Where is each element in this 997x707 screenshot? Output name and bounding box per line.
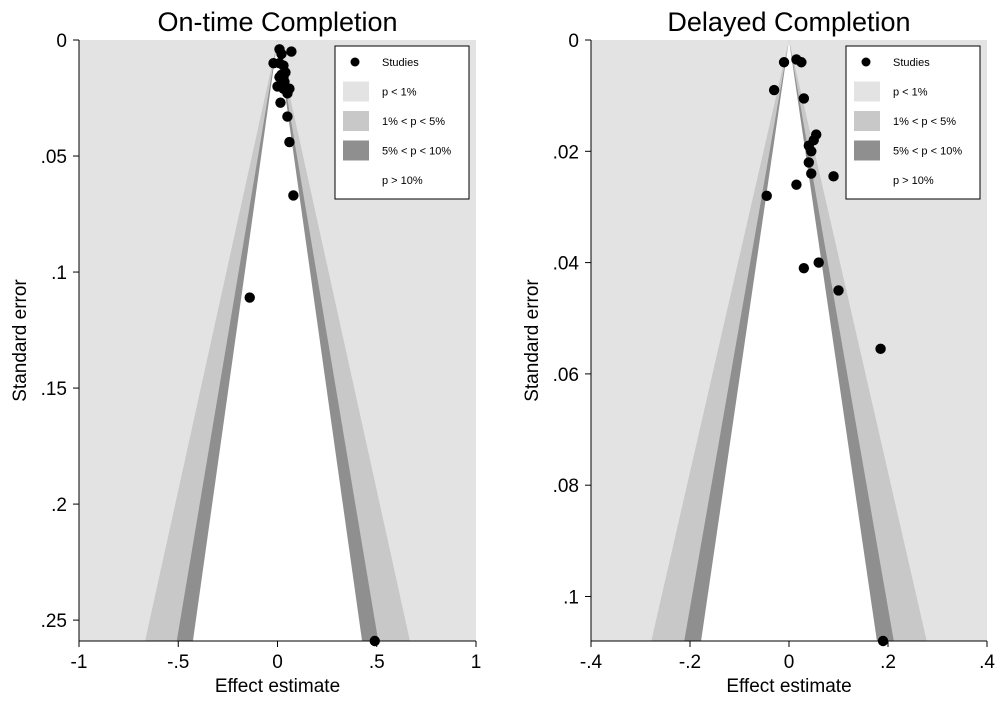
y-tick-label: .2 [51, 495, 67, 516]
region-p-above-10 [192, 40, 363, 641]
significance-regions [591, 40, 987, 641]
x-tick-label: -1 [71, 652, 88, 673]
y-tick-label: 0 [56, 31, 67, 52]
legend-swatch [854, 111, 880, 131]
y-tick-label: .1 [51, 263, 67, 284]
legend-swatch [343, 81, 369, 102]
study-point [806, 168, 817, 179]
legend-label: p > 10% [893, 175, 934, 187]
y-tick-label: .08 [553, 476, 579, 497]
legend-label: p > 10% [382, 175, 423, 187]
study-point [275, 97, 286, 108]
legend-label: p < 1% [382, 87, 417, 99]
study-point [813, 257, 824, 268]
x-tick-label: -.4 [580, 652, 603, 673]
legend: Studies p < 1% 1% < p < 5% 5% < p < 10% p > … [334, 45, 470, 200]
x-tick-label: .5 [369, 652, 385, 673]
study-point [768, 84, 780, 96]
x-tick-label: 1 [471, 652, 482, 673]
study-point [806, 146, 817, 157]
legend-dot-icon [861, 57, 871, 67]
study-point [276, 48, 287, 60]
legend-label: 1% < p < 5% [382, 116, 445, 128]
y-tick-label: .02 [553, 142, 579, 163]
study-point [828, 171, 839, 182]
study-point [798, 262, 810, 274]
study-point [877, 635, 889, 647]
study-point [796, 57, 807, 68]
legend-swatch [854, 81, 880, 102]
y-tick-label: .25 [41, 611, 67, 632]
legend-label: p < 1% [893, 87, 928, 99]
x-axis-label: Effect estimate [726, 676, 851, 697]
legend-label: 5% < p < 10% [893, 146, 962, 158]
study-point [833, 285, 844, 296]
legend-label: 5% < p < 10% [382, 146, 451, 158]
x-tick-label: 0 [272, 652, 283, 673]
y-axis-label: Standard error [522, 279, 543, 402]
x-tick-label: -.2 [679, 652, 701, 673]
y-tick-label: 0 [568, 31, 579, 52]
legend-label: Studies [893, 57, 930, 69]
study-point [778, 57, 790, 68]
chart-title: On-time Completion [157, 7, 397, 37]
legend-label: 1% < p < 5% [893, 116, 956, 128]
study-point [875, 343, 886, 355]
study-point [244, 292, 255, 303]
y-tick-label: .06 [553, 365, 579, 386]
x-tick-label: 0 [784, 652, 795, 673]
funnel-plot-2: 0 .02 .04 .06 .08 .1 -.4 -.2 0 .2 .4 Delayed Comple… [522, 7, 995, 697]
legend-label: Studies [382, 57, 419, 69]
y-tick-label: .15 [41, 379, 67, 400]
x-tick-label: .4 [979, 652, 995, 673]
legend-dot-icon [350, 57, 360, 67]
study-point [282, 88, 293, 99]
legend-swatch [343, 111, 369, 131]
chart-title: Delayed Completion [667, 7, 910, 37]
study-point [282, 111, 293, 122]
x-tick-label: .2 [880, 652, 896, 673]
y-tick-label: .04 [553, 254, 580, 275]
x-axis-label: Effect estimate [215, 676, 340, 697]
x-tick-label: -.5 [167, 652, 189, 673]
study-point [369, 635, 380, 647]
legend-swatch [343, 140, 369, 161]
legend: Studies p < 1% 1% < p < 5% 5% < p < 10% p > … [845, 45, 981, 200]
y-axis-label: Standard error [10, 279, 31, 402]
y-tick-label: .05 [41, 147, 67, 168]
study-point [791, 179, 802, 190]
funnel-plot-1: 0 .05 .1 .15 .2 .25-1 -.5 0 .5 1 On-time Completio… [10, 7, 481, 697]
region-p-above-10 [701, 40, 877, 641]
legend-swatch [854, 140, 880, 161]
study-point [798, 93, 810, 104]
study-point [803, 157, 814, 168]
study-point [284, 136, 295, 148]
y-tick-label: .1 [563, 587, 579, 608]
study-point [286, 46, 297, 57]
study-point [761, 190, 772, 202]
study-point [288, 190, 299, 201]
